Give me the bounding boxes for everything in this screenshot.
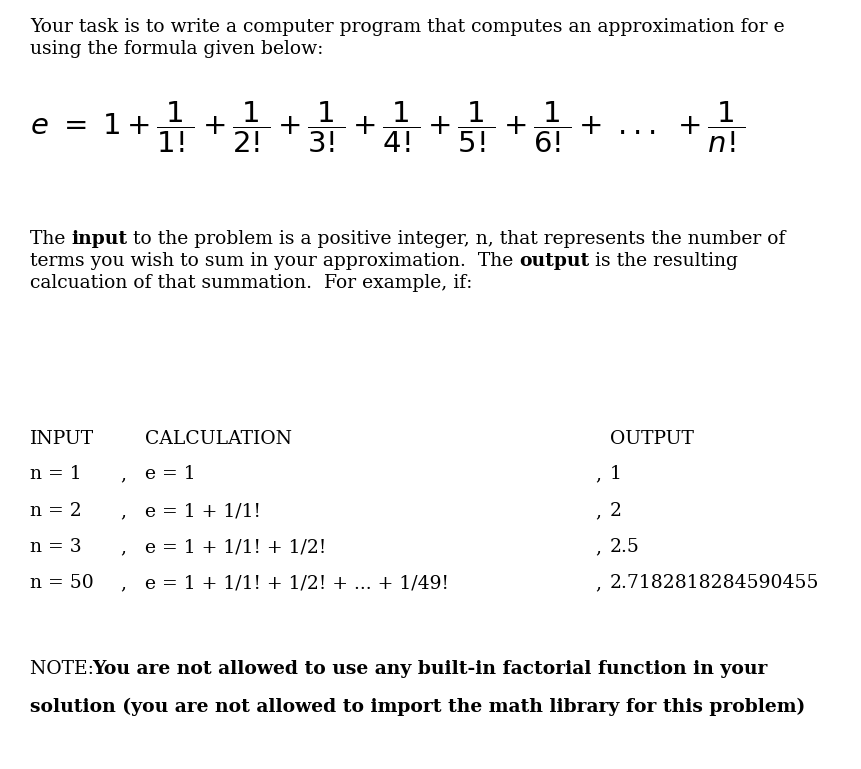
Text: Your task is to write a computer program that computes an approximation for e: Your task is to write a computer program… xyxy=(30,18,784,36)
Text: using the formula given below:: using the formula given below: xyxy=(30,40,323,58)
Text: ,: , xyxy=(120,538,126,556)
Text: ,: , xyxy=(594,574,600,592)
Text: 1: 1 xyxy=(610,465,621,483)
Text: output: output xyxy=(518,252,589,270)
Text: INPUT: INPUT xyxy=(30,430,94,448)
Text: e = 1 + 1/1! + 1/2! + ... + 1/49!: e = 1 + 1/1! + 1/2! + ... + 1/49! xyxy=(145,574,449,592)
Text: n = 1: n = 1 xyxy=(30,465,82,483)
Text: ,: , xyxy=(120,502,126,520)
Text: e = 1 + 1/1! + 1/2!: e = 1 + 1/1! + 1/2! xyxy=(145,538,325,556)
Text: $e \ = \ 1 + \dfrac{1}{1!} + \dfrac{1}{2!} + \dfrac{1}{3!} + \dfrac{1}{4!} + \df: $e \ = \ 1 + \dfrac{1}{1!} + \dfrac{1}{2… xyxy=(30,100,745,155)
Text: n = 2: n = 2 xyxy=(30,502,82,520)
Text: 2.5: 2.5 xyxy=(610,538,639,556)
Text: 2: 2 xyxy=(610,502,622,520)
Text: to the problem is a positive integer, n, that represents the number of: to the problem is a positive integer, n,… xyxy=(127,230,785,248)
Text: n = 50: n = 50 xyxy=(30,574,94,592)
Text: ,: , xyxy=(120,574,126,592)
Text: e = 1 + 1/1!: e = 1 + 1/1! xyxy=(145,502,261,520)
Text: You are not allowed to use any built-in factorial function in your: You are not allowed to use any built-in … xyxy=(92,660,766,678)
Text: ,: , xyxy=(594,538,600,556)
Text: terms you wish to sum in your approximation.  The: terms you wish to sum in your approximat… xyxy=(30,252,518,270)
Text: ,: , xyxy=(120,465,126,483)
Text: ,: , xyxy=(594,465,600,483)
Text: calcuation of that summation.  For example, if:: calcuation of that summation. For exampl… xyxy=(30,274,472,292)
Text: 2.7182818284590455: 2.7182818284590455 xyxy=(610,574,819,592)
Text: OUTPUT: OUTPUT xyxy=(610,430,693,448)
Text: CALCULATION: CALCULATION xyxy=(145,430,292,448)
Text: solution (you are not allowed to import the math library for this problem): solution (you are not allowed to import … xyxy=(30,698,804,716)
Text: n = 3: n = 3 xyxy=(30,538,82,556)
Text: NOTE:: NOTE: xyxy=(30,660,106,678)
Text: The: The xyxy=(30,230,71,248)
Text: input: input xyxy=(71,230,127,248)
Text: e = 1: e = 1 xyxy=(145,465,195,483)
Text: ,: , xyxy=(594,502,600,520)
Text: is the resulting: is the resulting xyxy=(589,252,738,270)
